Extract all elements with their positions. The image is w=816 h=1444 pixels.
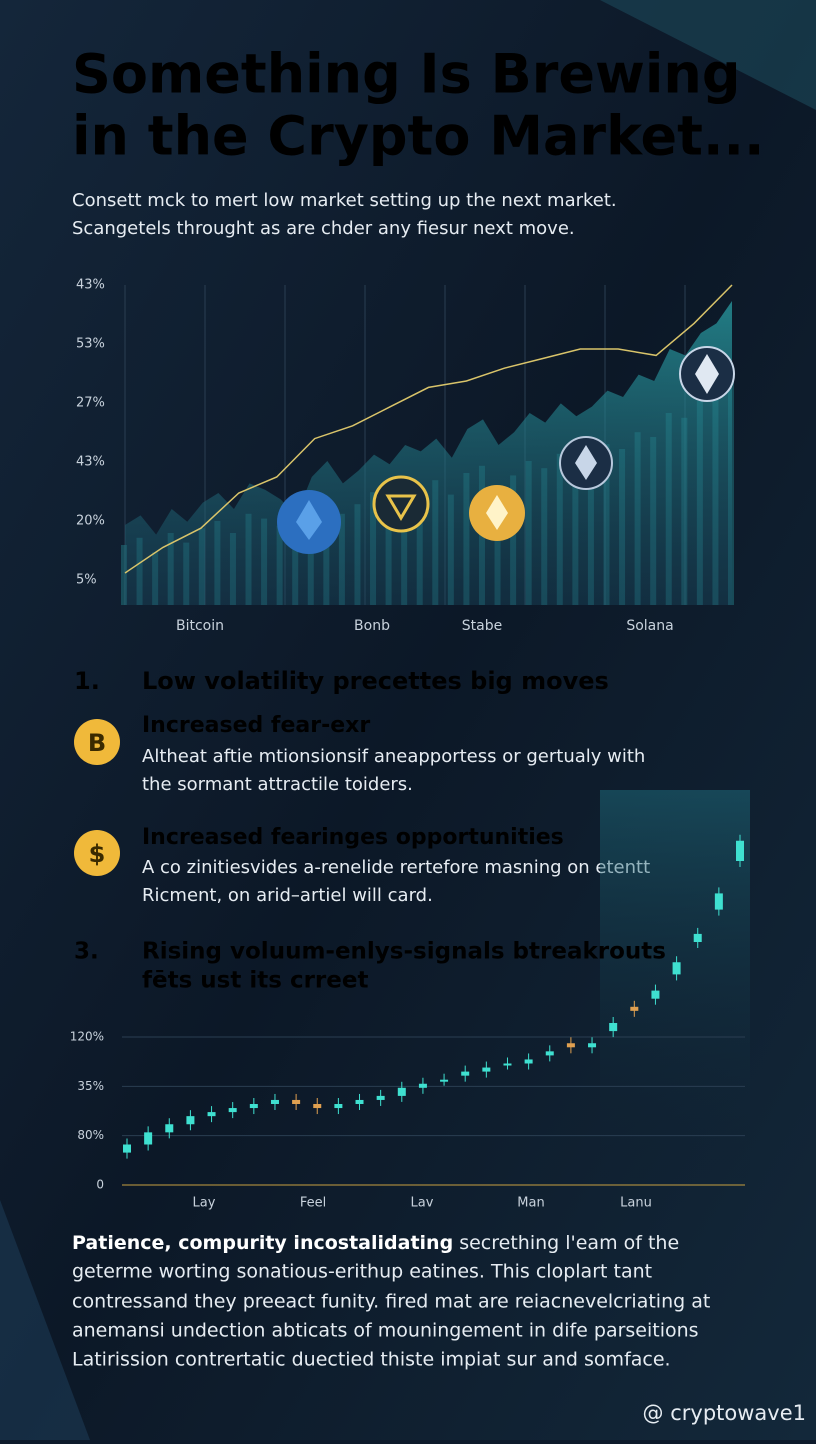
item-body: A co zinitiesvides a-renelide rertefore …	[142, 857, 650, 878]
candle-body	[736, 840, 744, 861]
candle-body	[186, 1116, 195, 1125]
item-heading: Increased fear-exr	[142, 713, 370, 738]
candle-body	[144, 1132, 153, 1145]
line	[124, 284, 733, 574]
y-tick-label: 43%	[76, 455, 105, 470]
x-tick-label: Lav	[411, 1196, 434, 1211]
paragraph: geterme worting sonatious-erithup eatine…	[72, 1261, 652, 1283]
candle-body	[207, 1112, 216, 1117]
item-body: Ricment, on arid–artiel will card.	[142, 885, 433, 906]
title: Something Is Brewing	[72, 43, 741, 106]
candle-body	[651, 990, 660, 999]
candle-body	[524, 1059, 533, 1064]
subtitle: Scangetels throught as are chder any fie…	[72, 218, 575, 239]
candle-body	[397, 1087, 406, 1096]
candle-body	[165, 1124, 174, 1133]
y-tick-label: 80%	[77, 1128, 104, 1142]
section-heading: fēts ust its crreet	[142, 968, 368, 994]
candle-body	[376, 1095, 385, 1100]
candle-body	[482, 1067, 491, 1072]
paragraph: anemansi undection abticats of mouningem…	[72, 1320, 699, 1342]
section-heading: Rising voluum-enlys-signals btreakrouts	[142, 939, 666, 965]
x-tick-label: Lay	[193, 1196, 216, 1211]
y-tick-label: 27%	[76, 396, 105, 411]
candle-body	[334, 1104, 343, 1109]
candle-body	[355, 1099, 364, 1104]
candle-body	[461, 1071, 470, 1076]
y-tick-label: 120%	[70, 1030, 104, 1044]
title: in the Crypto Market...	[72, 105, 765, 168]
candle-body	[440, 1079, 449, 1082]
paragraph: Latirission contrertatic duectied thiste…	[72, 1349, 671, 1371]
footer-handle: @ cryptowave1	[643, 1401, 806, 1425]
candle-body	[292, 1099, 301, 1104]
candle-body	[313, 1104, 322, 1109]
icons: B $	[74, 719, 120, 876]
candle-body	[714, 893, 723, 910]
paragraph-text: secrething l'eam of the	[453, 1232, 679, 1254]
item-heading: Increased fearinges opportunities	[142, 825, 564, 850]
section-number: 3.	[74, 939, 99, 965]
section-number: 1.	[74, 667, 100, 695]
volume-bar	[121, 545, 127, 605]
x-tick-label: Lanu	[620, 1196, 652, 1211]
candle-body	[545, 1051, 554, 1056]
y-tick-label: 43%	[76, 278, 105, 293]
candle-body	[503, 1063, 512, 1066]
paragraph: contressand they preeact funity. fired m…	[72, 1291, 710, 1313]
x-tick-label: Stabe	[462, 618, 502, 634]
x-tick-label: Solana	[626, 618, 673, 634]
x-tick-label: Feel	[300, 1196, 326, 1211]
paragraph: Patience, compurity incostalidating secr…	[72, 1232, 679, 1254]
y-tick-label: 35%	[77, 1079, 104, 1093]
svg-text:B: B	[88, 729, 106, 757]
candle-body	[418, 1083, 427, 1088]
candle-body	[630, 1006, 639, 1011]
y-tick-label: 0	[96, 1178, 104, 1192]
candle-body	[609, 1023, 618, 1032]
candle-body	[123, 1144, 131, 1153]
decor	[600, 790, 750, 1190]
svg-text:$: $	[89, 840, 106, 868]
item-body: Altheat aftie mtionsionsif aneapportess …	[142, 746, 645, 767]
x-tick-label: Man	[517, 1196, 544, 1211]
area	[125, 301, 732, 605]
decor	[0, 1200, 90, 1440]
y-tick-label: 20%	[76, 514, 105, 529]
x-tick-label: Bitcoin	[176, 618, 224, 634]
candle-body	[693, 933, 702, 942]
candle-body	[228, 1108, 237, 1113]
candle-body	[566, 1043, 575, 1048]
candle-body	[249, 1104, 258, 1109]
candle-body	[588, 1043, 597, 1048]
x-tick-label: Bonb	[354, 618, 390, 634]
y-tick-label: 5%	[76, 573, 97, 588]
subtitle: Consett mck to mert low market setting u…	[72, 190, 617, 211]
section-heading: Low volatility precettes big moves	[142, 667, 609, 695]
y-tick-label: 53%	[76, 337, 105, 352]
decor	[600, 0, 816, 110]
paragraph-bold: Patience, compurity incostalidating	[72, 1232, 453, 1254]
item-body: the sormant attractile toiders.	[142, 774, 413, 795]
candle-body	[672, 962, 681, 975]
coin-icons	[277, 346, 735, 554]
candle-body	[270, 1099, 279, 1104]
